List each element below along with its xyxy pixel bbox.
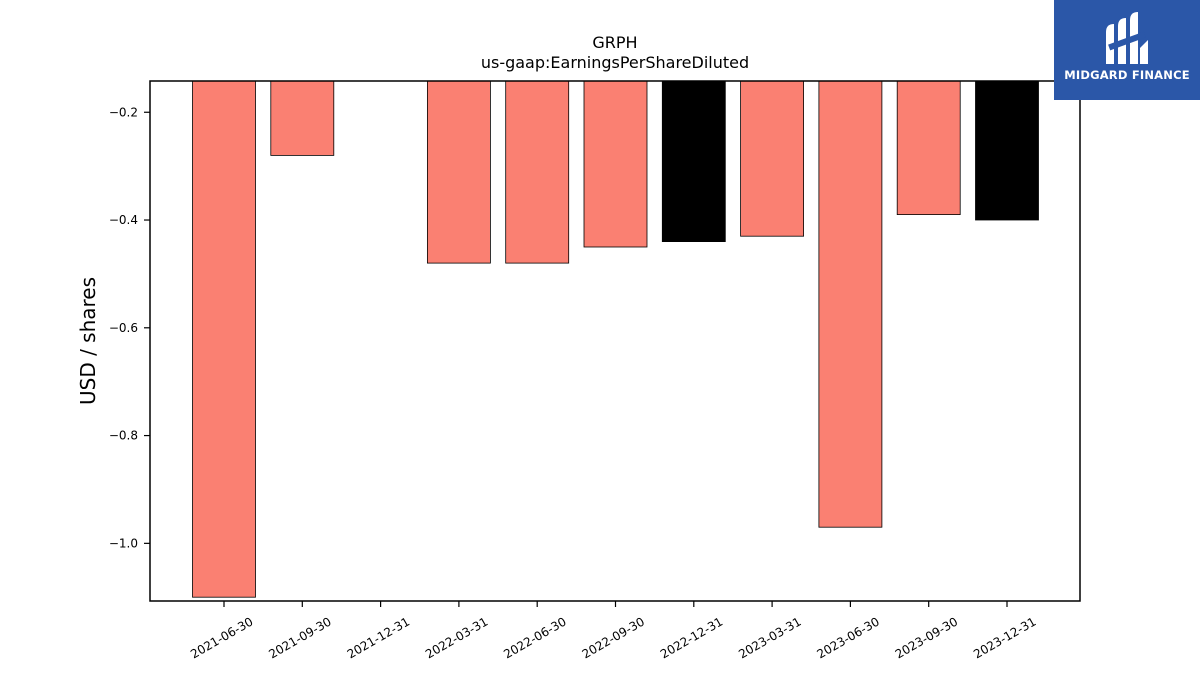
- x-tick-label: 2022-06-30: [501, 614, 568, 661]
- x-tick-label: 2021-12-31: [345, 614, 412, 661]
- midgard-finance-logo: MIDGARD FINANCE: [1054, 0, 1200, 100]
- x-tick-label: 2022-12-31: [658, 614, 725, 661]
- bar-2022-06-30: [505, 80, 570, 264]
- bar-2023-12-31: [975, 80, 1039, 221]
- bar-2021-09-30: [270, 80, 335, 156]
- bar-2023-03-31: [740, 80, 804, 237]
- y-axis-label: USD / shares: [76, 277, 100, 405]
- y-tick-label: −0.6: [109, 321, 138, 335]
- bar-2022-03-31: [426, 80, 491, 264]
- plot-frame: [149, 80, 1081, 602]
- bar-2021-06-30: [192, 80, 256, 598]
- x-ticks-group: 2021-06-30 2021-09-30 2021-12-31 2022-03-31…: [188, 601, 1039, 661]
- y-ticks-group: −0.2 −0.4 −0.6 −0.8 −1.0: [109, 105, 150, 550]
- y-tick-label: −1.0: [109, 536, 138, 550]
- midgard-logo-icon: [1106, 12, 1148, 64]
- x-tick-label: 2021-09-30: [266, 614, 333, 661]
- x-tick-label: 2023-09-30: [893, 614, 960, 661]
- chart-title: GRPH: [592, 33, 637, 52]
- x-tick-label: 2021-06-30: [188, 614, 255, 661]
- bar-2022-09-30: [583, 80, 648, 248]
- bar-2022-12-31: [661, 80, 726, 243]
- chart-subtitle: us-gaap:EarningsPerShareDiluted: [481, 53, 749, 72]
- bar-2023-09-30: [896, 80, 961, 216]
- y-tick-label: −0.4: [109, 213, 138, 227]
- bar-2023-06-30: [818, 80, 883, 528]
- y-tick-label: −0.2: [109, 105, 138, 119]
- y-tick-label: −0.8: [109, 429, 138, 443]
- x-tick-label: 2022-03-31: [423, 614, 490, 661]
- logo-text: MIDGARD FINANCE: [1064, 68, 1190, 82]
- x-tick-label: 2023-06-30: [814, 614, 881, 661]
- x-tick-label: 2023-12-31: [971, 614, 1038, 661]
- bars-group: [192, 80, 1039, 598]
- x-tick-label: 2022-09-30: [580, 614, 647, 661]
- x-tick-label: 2023-03-31: [736, 614, 803, 661]
